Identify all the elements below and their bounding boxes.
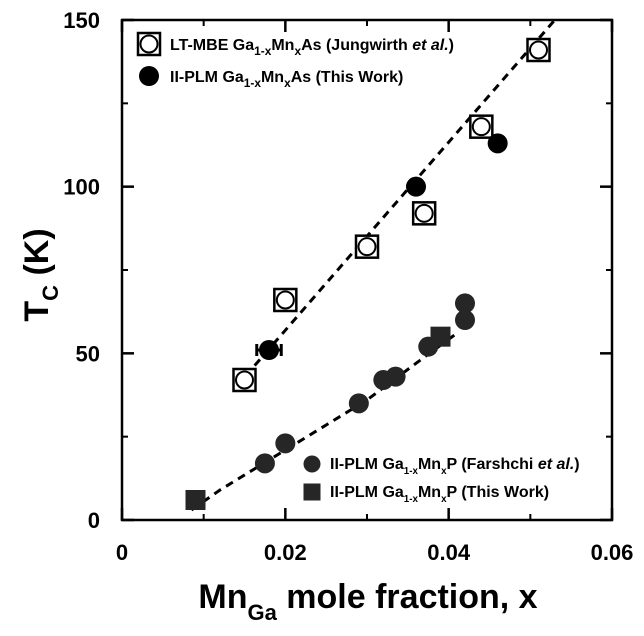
legend-subscript: 1-x [404, 494, 419, 505]
data-point-series-0-circle [357, 237, 377, 257]
legend-subscript: 1-x [404, 466, 419, 477]
data-point-series-3 [430, 326, 451, 347]
legend-marker [303, 483, 321, 501]
legend-text-tail: As (This Work) [291, 69, 404, 86]
legend-text-tail: P (Farshchi [447, 456, 538, 473]
data-point-series-1 [487, 133, 508, 154]
legend-text-tail: P (This Work) [447, 484, 550, 501]
legend-text-main: II-PLM Ga [170, 69, 244, 86]
data-point-series-0-circle [471, 117, 491, 137]
legend-text-mid: Mn [271, 37, 294, 54]
y-axis-title-subscript: C [38, 285, 63, 301]
y-tick-label: 50 [76, 341, 100, 366]
y-tick-label: 100 [63, 175, 100, 200]
data-point-series-0-circle [275, 290, 295, 310]
legend-marker-circle [139, 34, 159, 54]
legend-subscript: 1-x [244, 76, 262, 90]
data-points [185, 37, 551, 510]
data-point-series-2 [348, 393, 369, 414]
x-axis-title-rest: mole fraction, x [277, 578, 538, 616]
legend-text-tail: As (Jungwirth [301, 37, 412, 54]
legends: LT-MBE Ga1-xMnxAs (Jungwirth et al.)II-P… [136, 31, 580, 505]
fit-line-gamnp [190, 332, 458, 512]
data-point-series-0-circle [235, 370, 254, 390]
legend-text-italic: et al. [538, 456, 574, 473]
legend-label: II-PLM Ga1-xMnxP (Farshchi et al.) [330, 456, 580, 477]
data-point-series-0-circle [529, 40, 548, 60]
legend-text-end: ) [574, 456, 579, 473]
legend-subscript: x [294, 44, 301, 58]
legend-label: II-PLM Ga1-xMnxAs (This Work) [170, 69, 403, 90]
x-tick-label: 0 [116, 540, 128, 565]
data-point-series-2 [254, 453, 275, 474]
legend-label: II-PLM Ga1-xMnxP (This Work) [330, 484, 549, 505]
y-axis-title-main: T [18, 301, 56, 322]
legend-subscript: x [441, 466, 447, 477]
x-tick-label: 0.04 [427, 540, 471, 565]
axis-ticks: 0 0.02 0.04 0.06 0 50 100 150 [63, 8, 633, 565]
x-axis-title: MnGa mole fraction, x [198, 578, 537, 625]
y-axis-title-rest: (K) [18, 228, 56, 285]
legend-text-mid: Mn [418, 484, 441, 501]
x-tick-label: 0.02 [264, 540, 307, 565]
y-tick-label: 0 [88, 508, 100, 533]
data-point-series-1 [406, 176, 426, 197]
legend-subscript: 1-x [254, 44, 272, 58]
data-point-series-2 [455, 293, 475, 314]
x-tick-label: 0.06 [591, 540, 634, 565]
legend-marker [139, 66, 159, 86]
data-point-series-1 [259, 340, 279, 360]
legend-text-mid: Mn [261, 69, 284, 86]
x-axis-title-subscript: Ga [248, 600, 278, 625]
legend-text-main: II-PLM Ga [330, 484, 404, 501]
legend-text-main: LT-MBE Ga [170, 37, 254, 54]
data-point-series-3 [185, 490, 206, 510]
legend-text-mid: Mn [418, 456, 441, 473]
y-tick-label: 150 [63, 8, 100, 33]
legend-subscript: x [441, 494, 447, 505]
data-point-series-2 [455, 310, 475, 330]
fit-line-gamnas [235, 19, 556, 388]
legend-subscript: x [284, 76, 291, 90]
legend-text-italic: et al. [412, 37, 448, 54]
data-point-series-2 [275, 433, 296, 454]
data-point-series-2 [385, 366, 406, 387]
legend-label: LT-MBE Ga1-xMnxAs (Jungwirth et al.) [170, 37, 454, 58]
fit-lines [190, 19, 556, 512]
y-axis-title: TC (K) [18, 228, 63, 321]
legend-text-main: II-PLM Ga [330, 456, 404, 473]
legend-marker [303, 455, 321, 473]
data-point-series-0-circle [414, 203, 434, 223]
plot-frame [120, 18, 614, 522]
x-axis-title-main: Mn [198, 578, 247, 616]
legend-text-end: ) [449, 37, 454, 54]
axis-titles: TC (K)MnGa mole fraction, x [18, 228, 538, 625]
